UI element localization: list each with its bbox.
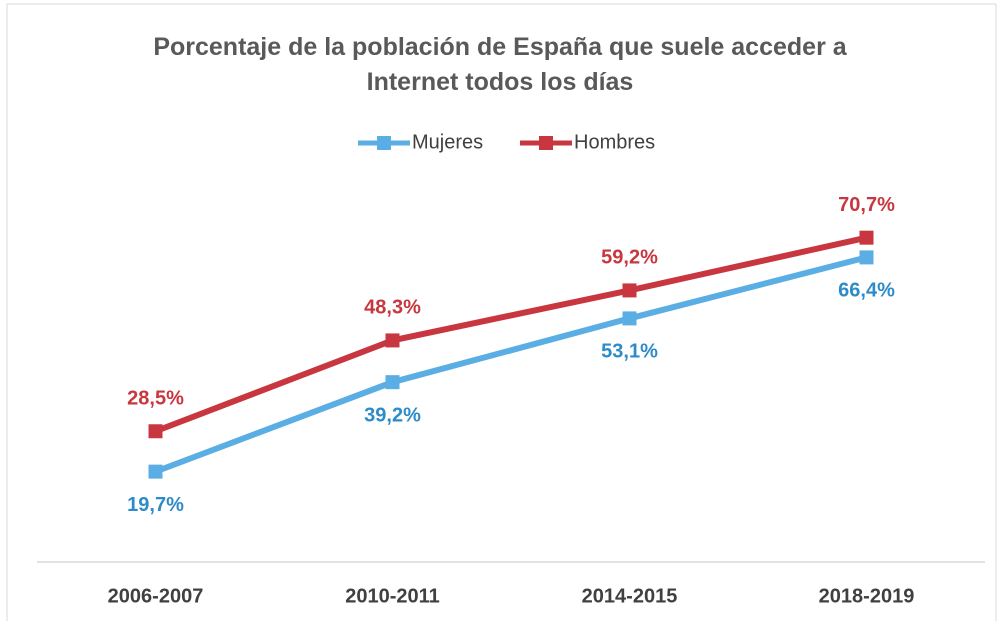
legend-label: Mujeres <box>412 131 483 153</box>
data-label: 28,5% <box>127 388 184 410</box>
point-marker <box>622 311 637 326</box>
x-tick-label: 2018-2019 <box>819 585 915 607</box>
data-label: 66,4% <box>838 280 895 302</box>
data-label: 59,2% <box>601 247 658 269</box>
point-marker <box>148 424 163 439</box>
point-marker <box>622 283 637 298</box>
x-tick-label: 2006-2007 <box>108 585 204 607</box>
data-label: 48,3% <box>364 297 421 319</box>
point-marker <box>385 333 400 348</box>
point-marker <box>385 375 400 390</box>
series-line <box>154 254 868 475</box>
x-tick-label: 2010-2011 <box>345 585 440 607</box>
data-label: 70,7% <box>838 194 895 216</box>
legend-marker <box>539 136 553 150</box>
legend-marker <box>377 136 391 150</box>
x-tick-label: 2014-2015 <box>582 585 678 607</box>
point-marker <box>859 250 874 265</box>
chart-border <box>6 3 997 621</box>
point-marker <box>148 464 163 479</box>
chart-title: Porcentaje de la población de España que… <box>153 33 847 96</box>
data-label: 19,7% <box>127 494 184 516</box>
data-label: 53,1% <box>601 341 658 363</box>
series-line <box>154 234 868 435</box>
point-marker <box>859 230 874 245</box>
data-label: 39,2% <box>364 404 421 426</box>
legend-label: Hombres <box>574 131 655 153</box>
